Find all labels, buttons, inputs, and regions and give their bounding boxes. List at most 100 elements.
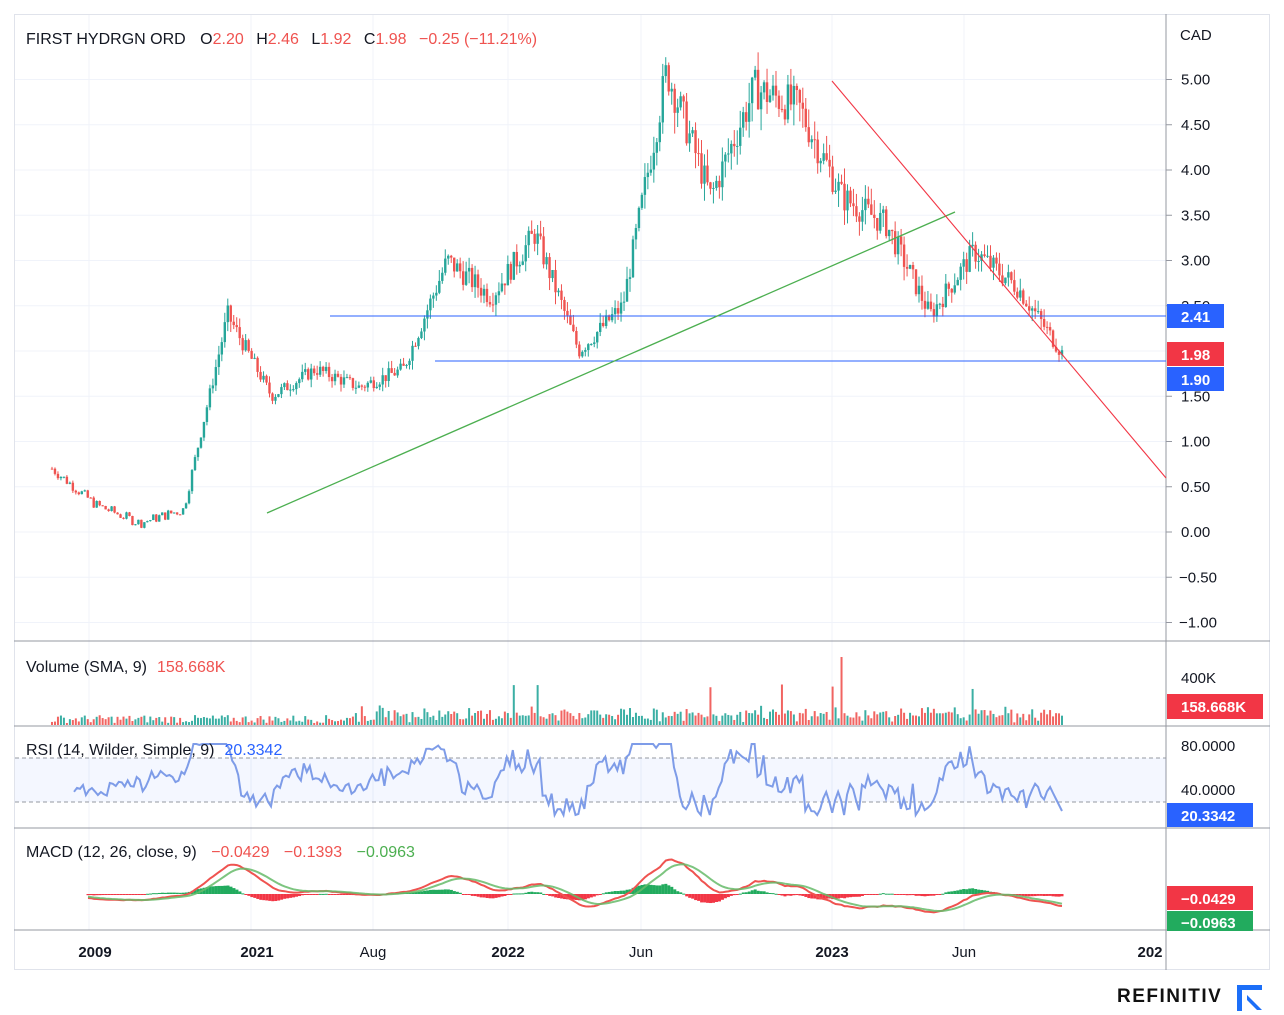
- candle-body: [852, 203, 855, 207]
- macd-hist-bar: [637, 885, 641, 894]
- time-tick-label: 2022: [491, 944, 524, 961]
- candle-body: [950, 288, 953, 293]
- volume-bar: [369, 719, 372, 725]
- macd-hist-bar: [798, 894, 802, 896]
- volume-bar: [876, 714, 879, 725]
- candle-body: [384, 375, 387, 382]
- candle-body: [453, 257, 456, 272]
- volume-bar: [900, 708, 903, 725]
- volume-bar: [1049, 710, 1052, 725]
- currency-label: CAD: [1180, 27, 1212, 44]
- candle-body: [161, 512, 164, 516]
- macd-hist-bar: [89, 894, 93, 896]
- macd-hist-bar: [211, 886, 215, 894]
- candle-body: [876, 217, 879, 231]
- macd-hist-bar: [181, 892, 185, 894]
- volume-bar: [503, 711, 506, 725]
- candle-body: [318, 366, 322, 375]
- volume-bar: [673, 711, 676, 725]
- macd-hist-bar: [965, 889, 969, 894]
- macd-hist-bar: [732, 894, 736, 896]
- macd-hist-bar: [152, 893, 156, 895]
- candle-body: [536, 233, 539, 244]
- volume-bar: [938, 713, 941, 725]
- macd-hist-bar: [717, 894, 721, 902]
- candle-body: [104, 505, 107, 510]
- macd-hist-bar: [271, 894, 275, 902]
- volume-bar: [1013, 722, 1016, 725]
- volume-bar: [420, 718, 423, 725]
- candle-body: [1033, 308, 1037, 312]
- volume-bar: [1052, 716, 1055, 725]
- macd-hist-bar: [586, 894, 590, 899]
- candle-body: [908, 265, 912, 269]
- volume-bar: [786, 710, 789, 725]
- candle-body: [155, 514, 158, 522]
- macd-hist-bar: [295, 894, 299, 897]
- volume-bar: [405, 713, 408, 725]
- macd-hist-bar: [741, 892, 745, 894]
- price-tick-label: 3.00: [1181, 253, 1210, 270]
- macd-hist-bar: [807, 894, 811, 899]
- volume-bar: [1022, 713, 1025, 725]
- volume-bar: [506, 713, 509, 725]
- macd-hist-bar: [220, 885, 224, 894]
- time-tick-label: 2021: [240, 944, 273, 961]
- macd-hist-bar: [908, 894, 912, 896]
- candle-body: [202, 421, 206, 438]
- candle-body: [402, 363, 405, 366]
- volume-bar: [897, 714, 900, 725]
- candle-body: [995, 257, 998, 264]
- candle-body: [476, 274, 480, 288]
- macd-hist-bar: [455, 891, 459, 894]
- volume-bar: [584, 717, 587, 725]
- macd-hist-bar: [902, 894, 906, 895]
- macd-hist-bar: [485, 894, 489, 899]
- volume-bar: [1016, 713, 1019, 725]
- macd-hist-bar: [420, 891, 424, 894]
- volume-series: [51, 657, 1063, 725]
- macd-hist-bar: [747, 891, 751, 894]
- macd-hist-bar: [712, 894, 716, 903]
- macd-hist-bar: [676, 891, 680, 894]
- volume-legend: Volume (SMA, 9) 158.668K: [26, 659, 226, 676]
- volume-bar: [825, 711, 828, 725]
- volume-bar: [819, 713, 822, 725]
- candle-body: [634, 228, 638, 240]
- volume-bar: [456, 713, 459, 725]
- candle-body: [89, 497, 92, 499]
- volume-bar: [438, 710, 441, 725]
- candle-body: [587, 344, 590, 351]
- volume-bar: [566, 711, 569, 725]
- macd-hist-bar: [342, 894, 346, 895]
- volume-bar: [65, 722, 68, 725]
- macd-line: [87, 858, 1063, 914]
- volume-bar: [348, 718, 351, 725]
- candle-body: [1025, 303, 1028, 307]
- macd-hist-bar: [723, 894, 727, 899]
- candle-body: [768, 95, 772, 102]
- macd-hist-bar: [149, 893, 153, 895]
- macd-hist-bar: [726, 894, 730, 898]
- macd-hist-bar: [536, 892, 540, 894]
- volume-bar: [986, 715, 989, 725]
- svg-text:1.90: 1.90: [1181, 372, 1210, 389]
- support-trendline[interactable]: [266, 211, 956, 514]
- macd-hist-bar: [137, 894, 141, 895]
- candle-body: [649, 169, 653, 173]
- volume-bar: [277, 718, 280, 725]
- candle-body: [441, 272, 444, 281]
- macd-hist-bar: [217, 885, 221, 894]
- macd-hist-bar: [917, 894, 921, 896]
- macd-hist-bar: [795, 894, 799, 896]
- volume-bar: [188, 722, 191, 725]
- volume-bar: [769, 711, 772, 725]
- macd-hist-bar: [265, 894, 269, 901]
- volume-bar: [965, 720, 968, 725]
- volume-bar: [313, 722, 316, 725]
- resistance-trendline[interactable]: [831, 80, 1167, 479]
- macd-hist-bar: [473, 894, 477, 897]
- volume-bar: [1061, 715, 1063, 725]
- volume-bar: [980, 710, 983, 725]
